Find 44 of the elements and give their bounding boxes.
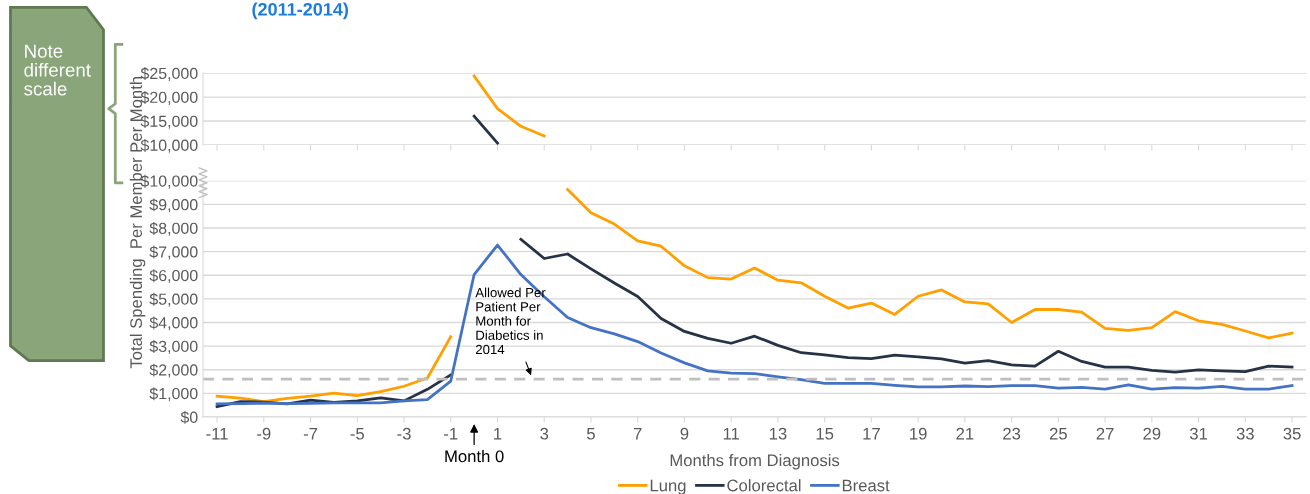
x-tick-label: 25 (1049, 427, 1067, 440)
chart-title: (2011-2014) (252, 2, 348, 20)
x-tick-label: 5 (587, 427, 595, 440)
y-tick-label: $20,000 (140, 91, 198, 105)
x-tick-label: 35 (1283, 427, 1301, 440)
x-tick-label: 7 (633, 427, 642, 440)
x-tick-label: 29 (1143, 427, 1161, 440)
y-tick-label: $5,000 (149, 292, 198, 307)
text: Note different scale (24, 44, 91, 96)
x-tick-label: 13 (769, 427, 787, 440)
x-tick-label: -1 (444, 427, 458, 440)
x-tick-label: 1 (494, 427, 502, 440)
x-tick-label: -5 (350, 427, 364, 440)
x-tick-label: -3 (397, 427, 411, 440)
y-tick-label: $8,000 (149, 221, 198, 236)
y-tick-label: $9,000 (149, 198, 198, 213)
y-tick-label: $0 (180, 410, 198, 424)
x-tick-label: -7 (303, 427, 318, 440)
x-tick-label: -11 (206, 427, 228, 440)
x-tick-label: 15 (816, 427, 834, 440)
x-tick-label: 17 (863, 427, 880, 440)
y-tick-label: $3,000 (149, 340, 198, 354)
x-tick-label: -9 (257, 427, 271, 440)
y-tick-label: $1,000 (149, 387, 198, 402)
x-tick-label: 27 (1096, 427, 1114, 440)
line-series (472, 74, 546, 138)
x-axis-title: Months from Diagnosis (670, 454, 840, 470)
x-tick-label: 19 (910, 427, 927, 440)
x-tick-label: 21 (956, 427, 974, 440)
x-tick-label: 9 (680, 427, 689, 440)
x-tick-label: 23 (1003, 427, 1021, 440)
x-tick-label: 11 (723, 427, 740, 440)
x-tick-label: 3 (540, 427, 549, 440)
y-tick-label: $4,000 (149, 316, 198, 331)
y-tick-label: $25,000 (140, 67, 198, 81)
y-tick-label: $2,000 (149, 363, 198, 378)
y-tick-label: $6,000 (149, 269, 198, 284)
y-tick-label: $7,000 (149, 245, 198, 260)
x-tick-label: 31 (1189, 427, 1208, 440)
legend-label: Colorectal (727, 479, 801, 492)
legend-label: Breast (842, 479, 890, 492)
x-tick-label: 33 (1236, 427, 1254, 440)
text: Month 0 (445, 449, 504, 463)
legend-label: Lung (650, 479, 686, 494)
